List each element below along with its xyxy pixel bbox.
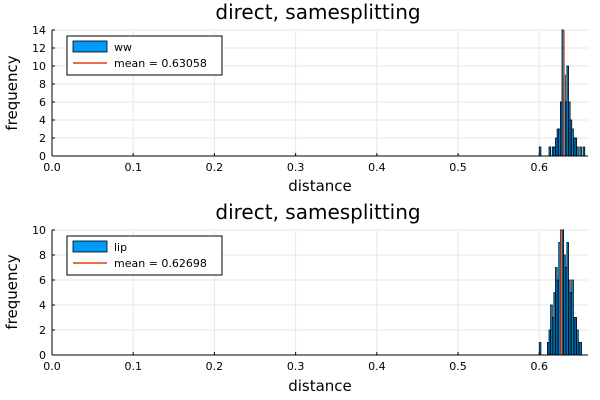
y-tick-label: 2 (39, 324, 46, 337)
y-ticks-bottom: 0 2 4 6 8 10 (32, 224, 55, 362)
x-tick-label: 0.2 (206, 360, 224, 373)
y-tick-label: 4 (39, 114, 46, 127)
legend-top: ww mean = 0.63058 (66, 35, 223, 76)
x-tick-label: 0.5 (449, 360, 467, 373)
chart-title-top: direct, samesplitting (215, 0, 420, 24)
x-tick-label: 0.4 (368, 161, 386, 174)
x-tick-label: 0.1 (124, 161, 142, 174)
y-tick-label: 0 (39, 349, 46, 362)
legend-swatch-lip (72, 240, 108, 253)
y-tick-label: 10 (32, 60, 46, 73)
y-axis-label-bottom: frequency (3, 254, 21, 329)
panel-bottom: direct, samesplitting 0.0 0.1 0.2 0.3 0.4 0.5… (3, 200, 588, 395)
x-tick-label: 0.3 (287, 360, 305, 373)
y-tick-label: 8 (39, 78, 46, 91)
y-axis-label-top: frequency (3, 55, 21, 130)
legend-label-lip: lip (114, 241, 127, 254)
y-tick-label: 8 (39, 249, 46, 262)
histogram-bar (576, 146, 579, 157)
legend-bottom: lip mean = 0.62698 (66, 235, 223, 276)
legend-label-mean-bottom: mean = 0.62698 (114, 257, 207, 270)
legend-swatch-ww (72, 40, 108, 53)
x-tick-label: 0.0 (43, 161, 61, 174)
chart-title-bottom: direct, samesplitting (215, 200, 420, 224)
x-ticks-bottom: 0.0 0.1 0.2 0.3 0.4 0.5 0.6 (43, 352, 548, 373)
y-tick-label: 2 (39, 132, 46, 145)
x-ticks-top: 0.0 0.1 0.2 0.3 0.4 0.5 0.6 (43, 153, 548, 174)
y-tick-label: 0 (39, 150, 46, 163)
legend-label-mean-top: mean = 0.63058 (114, 57, 207, 70)
bars-bottom (538, 229, 582, 356)
x-tick-label: 0.5 (449, 161, 467, 174)
y-tick-label: 6 (39, 96, 46, 109)
x-tick-label: 0.2 (206, 161, 224, 174)
legend-box-bottom (66, 235, 223, 276)
x-tick-label: 0.6 (531, 161, 549, 174)
panel-top: direct, samesplitting 0.0 0.1 0.2 0.3 0.4 0.5… (3, 0, 588, 195)
y-tick-label: 4 (39, 299, 46, 312)
x-tick-label: 0.3 (287, 161, 305, 174)
x-axis-label-bottom: distance (288, 377, 352, 395)
histogram-bar (582, 146, 586, 157)
x-tick-label: 0.6 (531, 360, 549, 373)
y-ticks-top: 0 2 4 6 8 10 12 14 (32, 24, 55, 163)
legend-label-ww: ww (114, 41, 132, 54)
y-tick-label: 12 (32, 42, 46, 55)
histogram-bar (579, 342, 582, 356)
y-tick-label: 6 (39, 274, 46, 287)
x-axis-label-top: distance (288, 177, 352, 195)
y-tick-label: 14 (32, 24, 46, 37)
x-tick-label: 0.4 (368, 360, 386, 373)
x-tick-label: 0.0 (43, 360, 61, 373)
x-tick-label: 0.1 (124, 360, 142, 373)
y-tick-label: 10 (32, 224, 46, 237)
histogram-bar (548, 146, 552, 157)
histogram-bar (579, 146, 582, 157)
